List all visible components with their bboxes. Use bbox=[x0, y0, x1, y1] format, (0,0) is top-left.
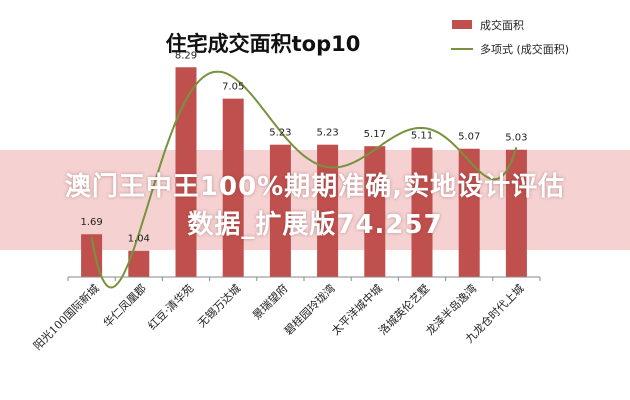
data-label: 8.29 bbox=[175, 50, 197, 61]
trendline-path bbox=[90, 70, 518, 289]
data-label: 1.04 bbox=[128, 234, 150, 245]
data-label: 5.23 bbox=[316, 128, 338, 139]
data-label: 5.07 bbox=[458, 132, 480, 143]
bar bbox=[175, 67, 197, 277]
watermark-text-line-1: 澳门王中王100%期期准确,实地设计评估 bbox=[64, 172, 566, 202]
x-tick-label: 阳光100国际新城 bbox=[30, 281, 101, 352]
bar bbox=[505, 149, 527, 277]
data-label: 5.11 bbox=[411, 131, 433, 142]
x-axis bbox=[67, 276, 541, 281]
x-tick-label: 红豆·清华苑 bbox=[145, 281, 196, 332]
data-label: 5.23 bbox=[269, 128, 291, 139]
legend: 成交面积 多项式 (成交面积) bbox=[451, 18, 569, 56]
data-label: 1.69 bbox=[80, 217, 102, 228]
bar bbox=[81, 234, 103, 277]
bar bbox=[269, 144, 291, 277]
legend-trend-label: 多项式 (成交面积) bbox=[480, 42, 569, 56]
bars bbox=[81, 67, 527, 277]
data-labels: 1.69 1.04 8.29 7.05 5.23 5.23 5.17 5.11 5.07 5.03 bbox=[80, 50, 527, 244]
x-tick-label: 华仁凤凰郡 bbox=[100, 281, 149, 330]
legend-bar-label: 成交面积 bbox=[480, 18, 524, 32]
legend-bar-swatch bbox=[452, 20, 472, 29]
bar bbox=[317, 144, 339, 277]
x-tick-label: 景瑞望府 bbox=[250, 281, 291, 322]
x-tick-label: 无锡万达城 bbox=[195, 281, 244, 330]
data-label: 5.17 bbox=[364, 129, 386, 140]
data-label: 5.03 bbox=[505, 133, 527, 144]
bar bbox=[458, 148, 480, 277]
bar bbox=[222, 98, 244, 277]
data-label: 7.05 bbox=[222, 82, 244, 93]
bar bbox=[411, 147, 433, 277]
chart-title: 住宅成交面积top10 bbox=[166, 32, 361, 56]
bar bbox=[364, 146, 386, 277]
watermark-text-line-2: 数据_扩展版74.257 bbox=[187, 210, 443, 240]
trendline bbox=[90, 70, 518, 289]
bar bbox=[128, 250, 150, 277]
